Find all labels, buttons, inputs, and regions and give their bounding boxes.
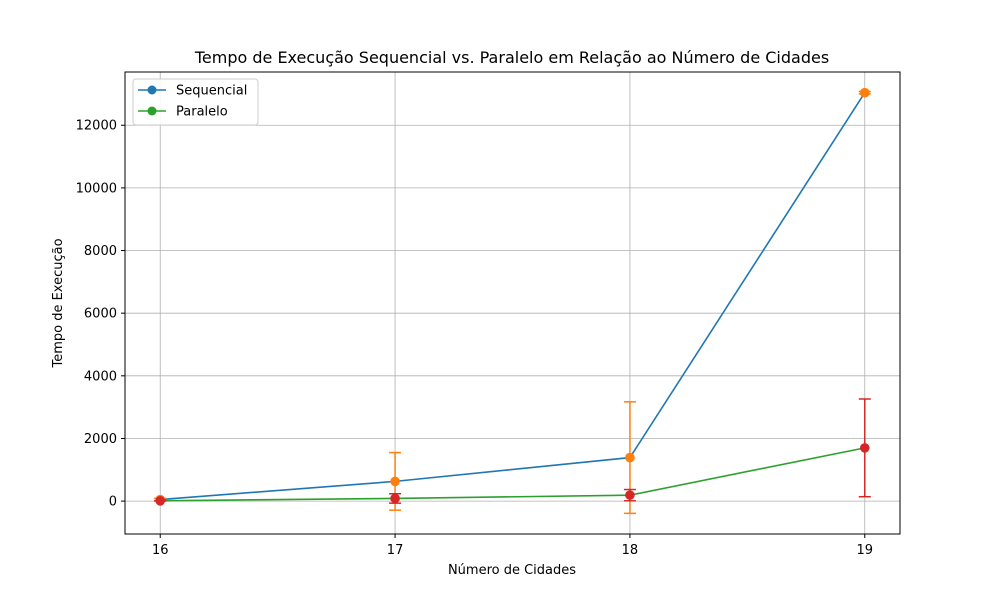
y-tick-label: 6000 xyxy=(84,307,117,322)
data-point-sequencial xyxy=(625,452,635,463)
y-tick-label: 12000 xyxy=(76,119,117,134)
legend-marker-sequencial xyxy=(147,85,157,95)
y-axis-label: Tempo de Execução xyxy=(51,238,66,368)
x-tick-label: 16 xyxy=(152,543,169,558)
legend: Sequencial Paralelo xyxy=(132,78,259,126)
chart-title: Tempo de Execução Sequencial vs. Paralel… xyxy=(194,48,829,67)
y-tick-label: 8000 xyxy=(84,244,117,259)
y-tick-label: 0 xyxy=(109,495,117,510)
data-point-paralelo xyxy=(625,490,635,500)
grid xyxy=(125,72,900,534)
y-tick-label: 4000 xyxy=(84,369,117,384)
data-point-paralelo xyxy=(859,443,870,453)
data-point-sequencial xyxy=(390,476,400,487)
series-line-paralelo xyxy=(160,447,865,502)
x-axis-label: Número de Cidades xyxy=(448,563,576,578)
series-line-sequencial xyxy=(160,92,866,501)
legend-marker-paralelo xyxy=(147,106,157,116)
y-tick-label: 2000 xyxy=(84,432,117,447)
data-point-paralelo xyxy=(155,495,166,506)
y-tick-label: 10000 xyxy=(76,181,117,196)
series xyxy=(154,87,871,515)
legend-label-sequencial: Sequencial xyxy=(176,84,247,99)
x-tick-label: 19 xyxy=(856,543,873,558)
data-point-paralelo xyxy=(390,493,400,504)
legend-label-paralelo: Paralelo xyxy=(176,105,228,120)
plot-frame xyxy=(124,71,901,535)
ticks: 16 17 18 19 0 2000 4000 6000 8000 10000 12000 xyxy=(76,119,873,558)
x-tick-label: 18 xyxy=(622,543,639,558)
x-tick-label: 17 xyxy=(387,543,404,558)
data-point-sequencial xyxy=(859,87,870,98)
